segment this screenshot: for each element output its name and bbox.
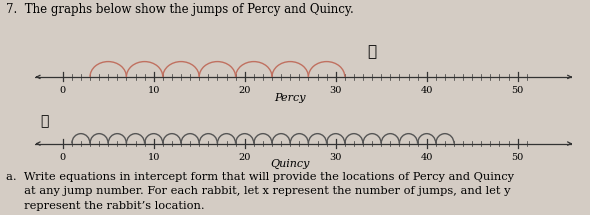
Text: 10: 10: [148, 153, 160, 162]
Text: Quincy: Quincy: [270, 159, 310, 169]
Text: 50: 50: [512, 153, 524, 162]
Text: 20: 20: [238, 153, 251, 162]
Text: 30: 30: [329, 86, 342, 95]
Text: 🐇: 🐇: [40, 114, 49, 128]
Text: 20: 20: [238, 86, 251, 95]
Text: 🐇: 🐇: [368, 44, 376, 59]
Text: 0: 0: [60, 153, 65, 162]
Text: 50: 50: [512, 86, 524, 95]
Text: a.  Write equations in intercept form that will provide the locations of Percy a: a. Write equations in intercept form tha…: [6, 172, 514, 211]
Text: 40: 40: [421, 153, 433, 162]
Text: 0: 0: [60, 86, 65, 95]
Text: 40: 40: [421, 86, 433, 95]
Text: 30: 30: [329, 153, 342, 162]
Text: 7.  The graphs below show the jumps of Percy and Quincy.: 7. The graphs below show the jumps of Pe…: [6, 3, 353, 16]
Text: Percy: Percy: [274, 93, 306, 103]
Text: 10: 10: [148, 86, 160, 95]
